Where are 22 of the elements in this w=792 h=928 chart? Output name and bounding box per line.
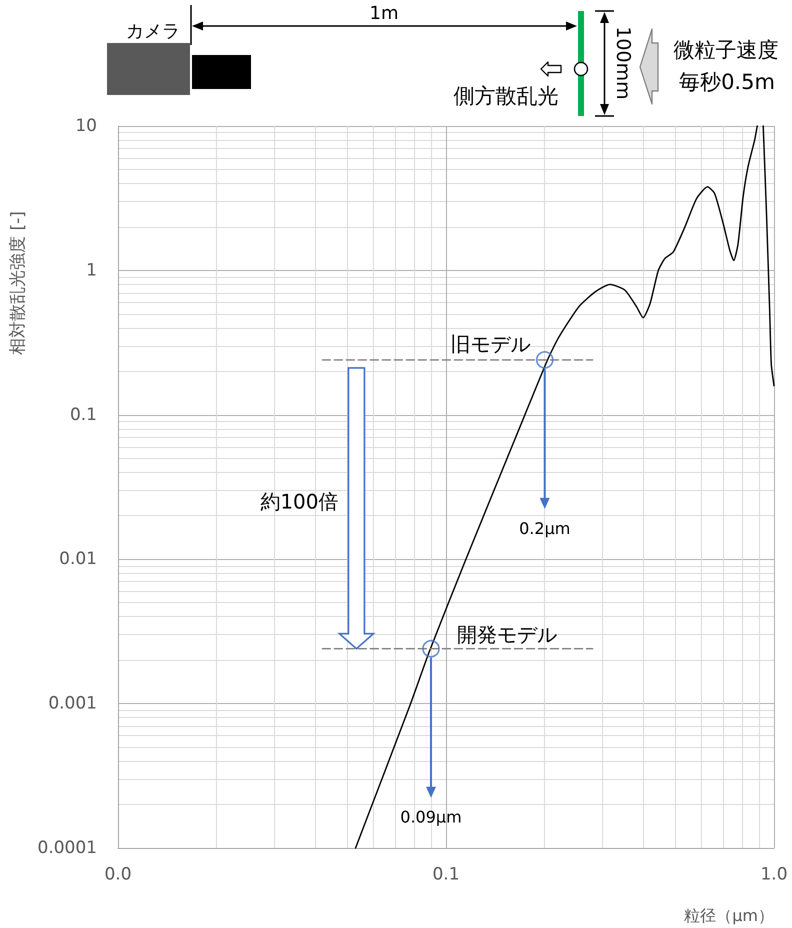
annotation: 0.2μm xyxy=(519,518,570,538)
y-tick-label: 0.001 xyxy=(48,694,97,714)
x-tick-label: 1.0 xyxy=(760,864,788,884)
text: 毎秒0.5m xyxy=(679,70,775,94)
y-tick-label: 1 xyxy=(86,260,97,280)
y-tick-label: 0.01 xyxy=(59,549,97,570)
y-tick-label: 0.0001 xyxy=(38,838,97,858)
text: 1m xyxy=(370,2,398,24)
annotation: 約100倍 xyxy=(260,489,339,514)
x-tick-label: 0.0 xyxy=(104,864,132,884)
text: 100mm xyxy=(612,26,634,100)
annotation: 開発モデル xyxy=(456,622,557,647)
y-axis-title: 相対散乱光強度 [-] xyxy=(8,211,28,355)
annotation: 0.09μm xyxy=(400,807,462,826)
text: 微粒子速度 xyxy=(674,38,778,62)
text: 側方散乱光 xyxy=(454,84,558,108)
x-tick-label: 0.1 xyxy=(432,864,460,884)
y-tick-label: 10 xyxy=(75,116,97,136)
annotation: 旧モデル xyxy=(450,332,531,356)
text: カメラ xyxy=(126,20,180,42)
x-axis-title: 粒径（μm） xyxy=(684,906,774,924)
y-tick-label: 0.1 xyxy=(70,404,97,425)
